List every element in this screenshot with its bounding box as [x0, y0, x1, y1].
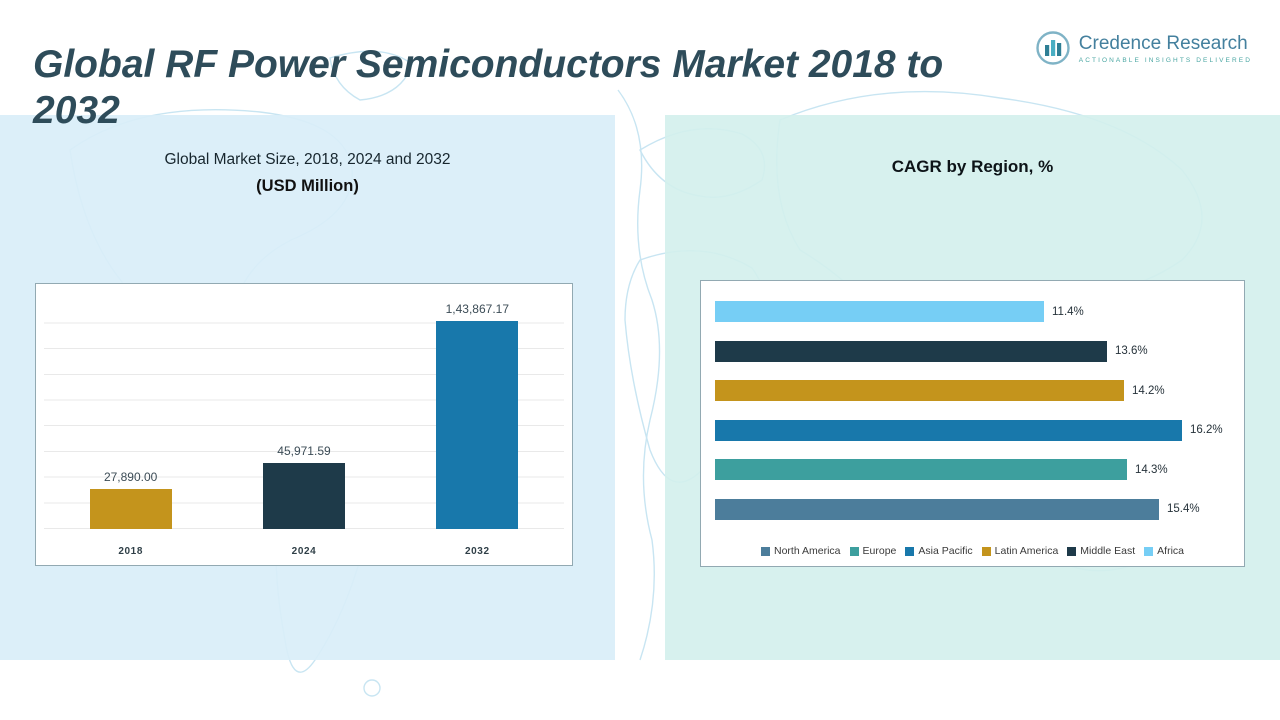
legend-swatch: [849, 546, 859, 556]
cagr-value-label: 15.4%: [1167, 503, 1200, 516]
legend-item: Africa: [1144, 545, 1184, 557]
market-size-plot: 27,890.00 45,971.59 1,43,867.17: [44, 298, 564, 529]
market-size-chart-card: 27,890.00 45,971.59 1,43,867.17 2018 2024 20…: [35, 283, 573, 566]
x-axis-label: 2024: [291, 546, 317, 557]
cagr-value-label: 13.6%: [1115, 345, 1148, 358]
legend-item: Europe: [849, 545, 897, 557]
market-size-title: Global Market Size, 2018, 2024 and 2032: [164, 151, 451, 168]
market-size-subtitle: (USD Million): [256, 177, 359, 195]
cagr-bar: [715, 419, 1182, 441]
legend-label: Middle East: [1080, 545, 1136, 557]
legend-swatch: [981, 546, 991, 556]
legend-item: North America: [761, 545, 841, 557]
cagr-bar: [715, 459, 1127, 481]
cagr-title: CAGR by Region, %: [891, 157, 1054, 176]
cagr-value-label: 11.4%: [1052, 305, 1084, 318]
legend-swatch: [1067, 546, 1077, 556]
cagr-row: 14.3%: [715, 459, 1234, 481]
cagr-chart-card: 11.4% 13.6% 14.2% 16.2% 14.3% 15.4% North Ame…: [700, 280, 1245, 567]
bar-column: 27,890.00: [45, 470, 217, 529]
legend-label: Europe: [862, 545, 897, 557]
logo: Credence Research Actionable Insights De…: [1035, 30, 1252, 66]
cagr-legend: North America Europe Asia Pacific Latin Ame…: [701, 545, 1244, 557]
logo-text: Credence Research Actionable Insights De…: [1079, 33, 1252, 64]
cagr-bar: [715, 340, 1107, 362]
legend-swatch: [1144, 546, 1154, 556]
page-title: Global RF Power Semiconductors Market 20…: [33, 43, 944, 133]
bar-column: 45,971.59: [218, 444, 390, 529]
logo-icon: [1036, 31, 1070, 65]
legend-label: Asia Pacific: [918, 545, 973, 557]
cagr-row: 14.2%: [715, 380, 1234, 402]
cagr-rows: 11.4% 13.6% 14.2% 16.2% 14.3% 15.4%: [715, 301, 1234, 520]
legend-swatch: [761, 546, 770, 556]
bar: [89, 489, 172, 529]
cagr-bar: [715, 380, 1124, 402]
bar-value-label: 1,43,867.17: [445, 302, 510, 316]
legend-label: North America: [774, 545, 841, 557]
cagr-value-label: 16.2%: [1190, 424, 1223, 437]
legend-label: Africa: [1157, 545, 1184, 557]
legend-label: Latin America: [994, 545, 1059, 557]
cagr-bar: [715, 498, 1159, 520]
cagr-bar: [715, 301, 1044, 322]
legend-item: Middle East: [1067, 545, 1135, 557]
x-axis-label: 2032: [464, 546, 490, 557]
x-axis-label: 2018: [118, 546, 143, 557]
bar-column: 1,43,867.17: [392, 302, 564, 529]
cagr-row: 15.4%: [715, 498, 1234, 520]
market-size-panel: Global Market Size, 2018, 2024 and 2032 …: [0, 115, 615, 660]
bar: [436, 321, 519, 529]
bar-value-label: 45,971.59: [277, 444, 331, 458]
cagr-value-label: 14.2%: [1132, 384, 1165, 397]
legend-item: Asia Pacific: [905, 545, 973, 557]
cagr-value-label: 14.3%: [1135, 463, 1168, 476]
logo-tagline: Actionable Insights Delivered: [1078, 56, 1252, 64]
logo-name: Credence Research: [1078, 32, 1248, 54]
cagr-row: 11.4%: [715, 301, 1234, 322]
bar: [262, 463, 345, 529]
cagr-panel: CAGR by Region, % 11.4% 13.6% 14.2% 16.2% 14…: [665, 115, 1280, 660]
cagr-row: 16.2%: [715, 419, 1234, 441]
legend-item: Latin America: [981, 545, 1059, 557]
legend-swatch: [905, 546, 915, 556]
cagr-row: 13.6%: [715, 340, 1234, 362]
bar-value-label: 27,890.00: [103, 470, 158, 484]
market-size-xaxis: 2018 2024 2032: [44, 546, 564, 557]
market-size-heading: Global Market Size, 2018, 2024 and 2032 …: [0, 115, 615, 196]
